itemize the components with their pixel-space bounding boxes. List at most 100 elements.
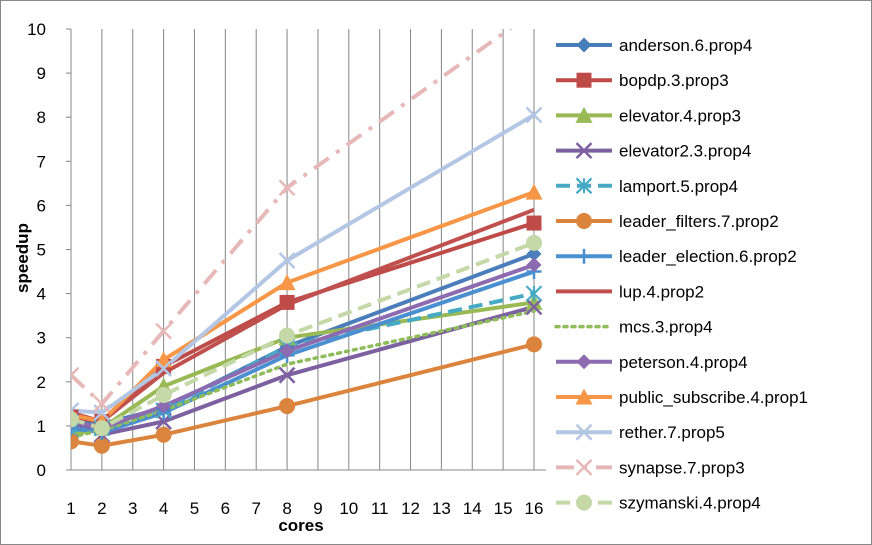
legend-label-anderson-6-prop4: anderson.6.prop4 xyxy=(619,36,752,55)
legend-marker-peterson-4-prop4 xyxy=(576,354,592,370)
x-tick-label: 6 xyxy=(221,499,230,518)
x-tick-label: 11 xyxy=(371,499,389,518)
legend-marker-rether-7-prop5 xyxy=(575,423,593,441)
data-point-szymanski-4-prop4 xyxy=(93,420,110,437)
x-tick-label: 9 xyxy=(313,499,322,518)
data-point-szymanski-4-prop4 xyxy=(71,411,79,428)
data-point-lamport-5-prop4 xyxy=(525,285,543,302)
y-tick-label: 8 xyxy=(37,108,46,127)
legend-label-rether-7-prop5: rether.7.prop5 xyxy=(619,423,725,442)
data-point-szymanski-4-prop4 xyxy=(279,327,296,344)
x-tick-label: 2 xyxy=(97,499,106,518)
data-point-peterson-4-prop4 xyxy=(526,257,542,273)
x-tick-label: 5 xyxy=(190,499,199,518)
legend-label-public-subscribe-4-prop1: public_subscribe.4.prop1 xyxy=(619,388,808,407)
x-tick-label: 16 xyxy=(525,499,544,518)
data-point-peterson-4-prop4 xyxy=(156,398,172,414)
x-tick-label: 4 xyxy=(159,499,168,518)
legend: anderson.6.prop4 bopdp.3.prop3 elevator.4.… xyxy=(554,36,808,513)
legend-item-elevator-4-prop3: elevator.4.prop3 xyxy=(556,106,741,125)
legend-item-bopdp-3-prop3: bopdp.3.prop3 xyxy=(556,71,729,90)
data-point-synapse-7-prop3 xyxy=(155,322,172,340)
data-point-szymanski-4-prop4 xyxy=(155,387,172,404)
data-point-peterson-4-prop4 xyxy=(279,343,295,359)
legend-marker-leader-filters-7-prop2 xyxy=(576,213,592,229)
data-point-rether-7-prop5 xyxy=(155,360,172,377)
y-tick-label: 1 xyxy=(37,417,46,436)
legend-item-synapse-7-prop3: synapse.7.prop3 xyxy=(556,458,745,477)
data-point-rether-7-prop5 xyxy=(278,252,296,269)
legend-marker-lamport-5-prop4 xyxy=(575,177,593,195)
legend-marker-elevator2-3-prop4 xyxy=(575,142,593,159)
y-tick-label: 9 xyxy=(37,64,46,83)
x-tick-label: 7 xyxy=(251,499,260,518)
axes xyxy=(70,29,546,471)
y-tick-label: 6 xyxy=(37,196,46,215)
data-point-synapse-7-prop3 xyxy=(278,179,296,197)
y-tick-label: 0 xyxy=(37,461,46,480)
legend-label-elevator2-3-prop4: elevator2.3.prop4 xyxy=(619,142,751,161)
data-point-bopdp-3-prop3 xyxy=(526,215,542,231)
x-tick-label: 1 xyxy=(66,499,75,518)
y-axis-title: speedup xyxy=(13,223,32,293)
y-tick-label: 7 xyxy=(37,152,46,171)
legend-marker-synapse-7-prop3 xyxy=(575,459,593,476)
legend-label-bopdp-3-prop3: bopdp.3.prop3 xyxy=(619,71,729,90)
legend-item-leader-election-6-prop2: leader_election.6.prop2 xyxy=(556,247,797,266)
legend-label-szymanski-4-prop4: szymanski.4.prop4 xyxy=(619,494,761,513)
x-tick-label: 10 xyxy=(339,499,358,518)
data-point-synapse-7-prop3 xyxy=(71,366,80,384)
legend-item-peterson-4-prop4: peterson.4.prop4 xyxy=(556,353,748,372)
legend-marker-anderson-6-prop4 xyxy=(576,37,592,53)
x-tick-label: 14 xyxy=(463,499,482,518)
legend-item-szymanski-4-prop4: szymanski.4.prop4 xyxy=(556,494,761,513)
legend-label-synapse-7-prop3: synapse.7.prop3 xyxy=(619,458,745,477)
data-point-elevator-4-prop3 xyxy=(525,293,543,310)
legend-marker-bopdp-3-prop3 xyxy=(576,72,592,88)
legend-marker-szymanski-4-prop4 xyxy=(576,494,592,511)
legend-marker-leader-election-6-prop2 xyxy=(576,248,592,264)
data-point-leader-filters-7-prop2 xyxy=(155,426,172,443)
legend-label-mcs-3-prop4: mcs.3.prop4 xyxy=(619,318,713,337)
legend-item-elevator2-3-prop4: elevator2.3.prop4 xyxy=(556,142,751,161)
series-markers xyxy=(71,106,543,454)
legend-item-public-subscribe-4-prop1: public_subscribe.4.prop1 xyxy=(556,388,808,407)
x-axis-title: cores xyxy=(278,516,323,535)
y-tick-label: 2 xyxy=(37,373,46,392)
x-tick-label: 8 xyxy=(282,499,291,518)
data-point-leader-filters-7-prop2 xyxy=(279,398,296,415)
x-tick-label: 15 xyxy=(494,499,513,518)
data-point-leader-filters-7-prop2 xyxy=(93,437,110,454)
data-point-leader-election-6-prop2 xyxy=(71,420,79,436)
legend-label-lup-4-prop2: lup.4.prop2 xyxy=(619,282,704,301)
x-tick-labels: 1 2 3 4 5 6 7 8 9 10 11 12 13 14 15 16 xyxy=(66,499,543,518)
legend-item-mcs-3-prop4: mcs.3.prop4 xyxy=(554,318,713,337)
data-point-leader-filters-7-prop2 xyxy=(526,336,542,353)
data-point-public-subscribe-4-prop1 xyxy=(278,274,296,291)
y-tick-label: 3 xyxy=(37,329,46,348)
legend-item-lup-4-prop2: lup.4.prop2 xyxy=(556,282,704,301)
data-point-public-subscribe-4-prop1 xyxy=(525,183,543,200)
legend-item-anderson-6-prop4: anderson.6.prop4 xyxy=(556,36,752,55)
x-tick-label: 12 xyxy=(401,499,420,518)
y-tick-label: 4 xyxy=(37,285,46,304)
data-point-szymanski-4-prop4 xyxy=(526,234,542,251)
x-tick-label: 3 xyxy=(128,499,137,518)
legend-item-lamport-5-prop4: lamport.5.prop4 xyxy=(556,177,738,196)
legend-label-leader-election-6-prop2: leader_election.6.prop2 xyxy=(619,247,797,266)
series-line-szymanski-4-prop4 xyxy=(71,241,535,431)
legend-label-elevator-4-prop3: elevator.4.prop3 xyxy=(619,106,741,125)
x-tick-label: 13 xyxy=(432,499,451,518)
legend-item-rether-7-prop5: rether.7.prop5 xyxy=(556,423,725,442)
data-point-synapse-7-prop3 xyxy=(93,395,111,413)
legend-item-leader-filters-7-prop2: leader_filters.7.prop2 xyxy=(556,212,779,231)
y-tick-labels: 0 1 2 3 4 5 6 7 8 9 10 xyxy=(27,20,46,480)
data-point-elevator2-3-prop4 xyxy=(278,366,296,384)
legend-label-lamport-5-prop4: lamport.5.prop4 xyxy=(619,177,738,196)
legend-label-leader-filters-7-prop2: leader_filters.7.prop2 xyxy=(619,212,779,231)
data-point-leader-filters-7-prop2 xyxy=(71,433,79,450)
data-point-elevator2-3-prop4 xyxy=(525,298,543,316)
